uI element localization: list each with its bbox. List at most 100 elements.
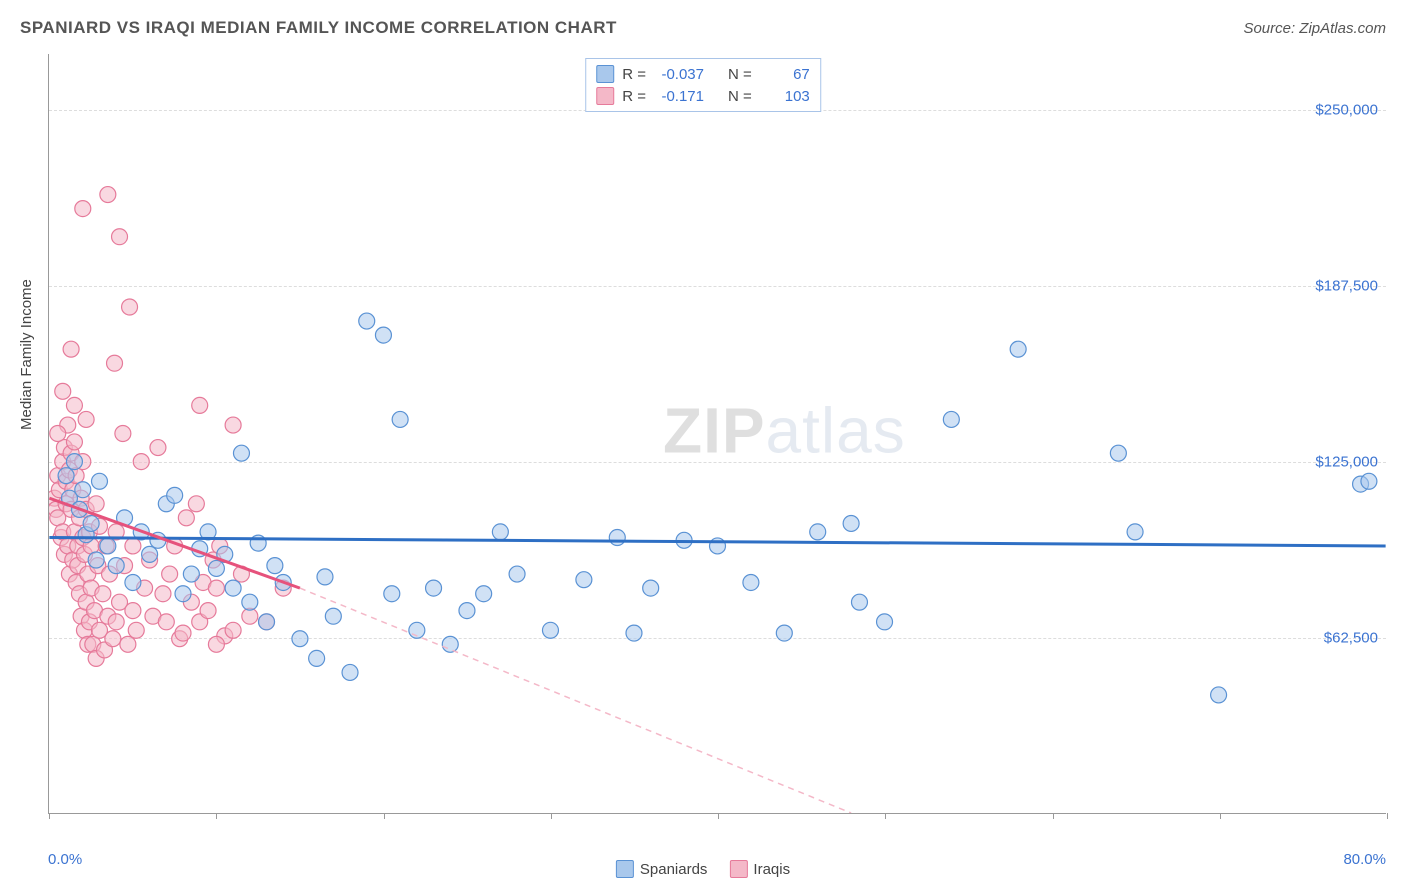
data-point <box>317 569 333 585</box>
r-value-spaniards: -0.037 <box>656 66 704 83</box>
data-point <box>105 631 121 647</box>
data-point <box>442 636 458 652</box>
n-label: N = <box>728 88 752 105</box>
x-tick-mark <box>1387 813 1388 819</box>
x-min-label: 0.0% <box>48 851 82 868</box>
data-point <box>609 530 625 546</box>
trend-line-iraqis-dash <box>300 588 851 813</box>
data-point <box>66 397 82 413</box>
data-point <box>95 586 111 602</box>
data-point <box>115 426 131 442</box>
data-point <box>100 538 116 554</box>
data-point <box>175 625 191 641</box>
data-point <box>225 417 241 433</box>
legend-item-spaniards: Spaniards <box>616 860 708 878</box>
data-point <box>142 546 158 562</box>
data-point <box>50 426 66 442</box>
data-point <box>122 299 138 315</box>
data-point <box>267 558 283 574</box>
stats-row-iraqis: R = -0.171 N = 103 <box>596 85 810 107</box>
data-point <box>743 574 759 590</box>
x-tick-mark <box>885 813 886 819</box>
data-point <box>325 608 341 624</box>
data-point <box>225 622 241 638</box>
data-point <box>125 603 141 619</box>
data-point <box>112 229 128 245</box>
data-point <box>208 636 224 652</box>
data-point <box>1010 341 1026 357</box>
data-point <box>242 594 258 610</box>
data-point <box>155 586 171 602</box>
data-point <box>128 622 144 638</box>
data-point <box>200 603 216 619</box>
data-point <box>643 580 659 596</box>
stats-legend: R = -0.037 N = 67 R = -0.171 N = 103 <box>585 58 821 112</box>
series-legend: Spaniards Iraqis <box>616 860 790 878</box>
y-axis-label: Median Family Income <box>18 279 35 430</box>
data-point <box>88 496 104 512</box>
data-point <box>576 572 592 588</box>
data-point <box>776 625 792 641</box>
data-point <box>150 440 166 456</box>
data-point <box>63 341 79 357</box>
swatch-spaniards-icon <box>616 860 634 878</box>
data-point <box>492 524 508 540</box>
x-max-label: 80.0% <box>1343 851 1386 868</box>
data-point <box>75 482 91 498</box>
r-label: R = <box>622 88 646 105</box>
data-point <box>55 383 71 399</box>
data-point <box>309 650 325 666</box>
swatch-iraqis <box>596 87 614 105</box>
data-point <box>107 355 123 371</box>
data-point <box>91 473 107 489</box>
x-tick-mark <box>384 813 385 819</box>
x-tick-mark <box>1053 813 1054 819</box>
data-point <box>1110 445 1126 461</box>
data-point <box>384 586 400 602</box>
data-point <box>1361 473 1377 489</box>
chart-header: SPANIARD VS IRAQI MEDIAN FAMILY INCOME C… <box>20 18 1386 38</box>
x-tick-mark <box>718 813 719 819</box>
x-tick-mark <box>216 813 217 819</box>
data-point <box>877 614 893 630</box>
x-tick-mark <box>1220 813 1221 819</box>
data-point <box>192 397 208 413</box>
data-point <box>810 524 826 540</box>
data-point <box>342 664 358 680</box>
data-point <box>476 586 492 602</box>
n-value-iraqis: 103 <box>762 88 810 105</box>
chart-source: Source: ZipAtlas.com <box>1243 20 1386 37</box>
swatch-iraqis-icon <box>729 860 747 878</box>
data-point <box>375 327 391 343</box>
x-tick-mark <box>49 813 50 819</box>
data-point <box>108 558 124 574</box>
data-point <box>208 560 224 576</box>
n-label: N = <box>728 66 752 83</box>
data-point <box>1211 687 1227 703</box>
swatch-spaniards <box>596 65 614 83</box>
data-point <box>175 586 191 602</box>
x-tick-mark <box>551 813 552 819</box>
stats-row-spaniards: R = -0.037 N = 67 <box>596 63 810 85</box>
data-point <box>78 411 94 427</box>
data-point <box>225 580 241 596</box>
data-point <box>851 594 867 610</box>
data-point <box>183 566 199 582</box>
data-point <box>83 515 99 531</box>
chart-canvas <box>49 54 1386 813</box>
data-point <box>178 510 194 526</box>
data-point <box>542 622 558 638</box>
data-point <box>626 625 642 641</box>
data-point <box>426 580 442 596</box>
legend-label-iraqis: Iraqis <box>753 861 790 878</box>
data-point <box>843 515 859 531</box>
data-point <box>88 552 104 568</box>
data-point <box>125 538 141 554</box>
legend-item-iraqis: Iraqis <box>729 860 790 878</box>
data-point <box>162 566 178 582</box>
data-point <box>167 487 183 503</box>
data-point <box>66 434 82 450</box>
data-point <box>125 574 141 590</box>
data-point <box>108 614 124 630</box>
data-point <box>188 496 204 512</box>
